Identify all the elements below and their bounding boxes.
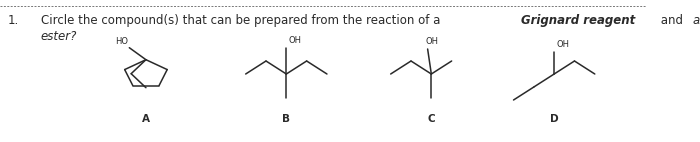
Text: A: A — [142, 114, 150, 124]
Text: ester?: ester? — [41, 30, 77, 43]
Text: and: and — [657, 14, 687, 27]
Text: Circle the compound(s) that can be prepared from the reaction of a: Circle the compound(s) that can be prepa… — [41, 14, 444, 27]
Text: Grignard reagent: Grignard reagent — [521, 14, 636, 27]
Text: B: B — [282, 114, 290, 124]
Text: HO: HO — [116, 37, 128, 46]
Text: an: an — [693, 14, 700, 27]
Text: 1.: 1. — [8, 14, 19, 27]
Text: D: D — [550, 114, 559, 124]
Text: OH: OH — [557, 40, 570, 49]
Text: OH: OH — [426, 37, 439, 46]
Text: C: C — [428, 114, 435, 124]
Text: OH: OH — [288, 36, 301, 45]
